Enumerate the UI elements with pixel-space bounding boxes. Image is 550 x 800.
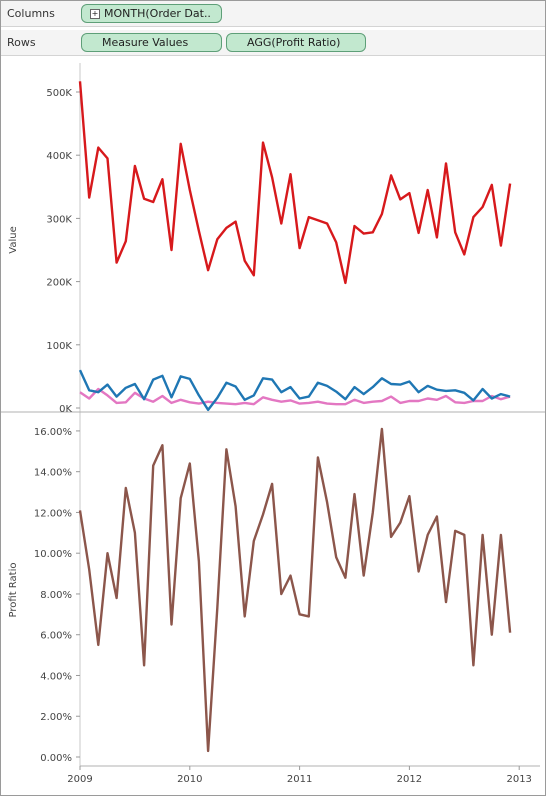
rows-pill-label-measure-values: Measure Values bbox=[102, 36, 189, 49]
x-tick-label: 2012 bbox=[397, 774, 422, 785]
columns-shelf[interactable]: Columns + MONTH(Order Dat.. bbox=[1, 1, 545, 27]
rows-shelf-label: Rows bbox=[7, 36, 36, 49]
y-tick-label: 12.00% bbox=[34, 508, 72, 519]
y-tick-label: 0K bbox=[59, 404, 72, 415]
rows-pill-label-profit-ratio: AGG(Profit Ratio) bbox=[247, 36, 341, 49]
rows-shelf[interactable]: Rows Measure Values AGG(Profit Ratio) bbox=[1, 30, 545, 56]
y-tick-label: 4.00% bbox=[40, 671, 72, 682]
expand-plus-icon[interactable]: + bbox=[90, 9, 100, 19]
series-line-pink bbox=[79, 387, 511, 406]
x-tick-label: 2013 bbox=[506, 774, 531, 785]
y-tick-label: 6.00% bbox=[40, 631, 72, 642]
y-tick-label: 10.00% bbox=[34, 549, 72, 560]
x-tick-label: 2011 bbox=[287, 774, 312, 785]
y-tick-label: 500K bbox=[46, 88, 72, 99]
series-line-red bbox=[78, 81, 512, 285]
x-tick-label: 2009 bbox=[67, 774, 92, 785]
columns-month-pill[interactable]: + MONTH(Order Dat.. bbox=[81, 4, 222, 23]
y-tick-label: 300K bbox=[46, 214, 72, 225]
y-axis-title: Value bbox=[8, 226, 19, 253]
series-line-brown bbox=[78, 427, 512, 753]
rows-profit-ratio-pill[interactable]: AGG(Profit Ratio) bbox=[226, 33, 366, 52]
y-tick-label: 2.00% bbox=[40, 712, 72, 723]
y-tick-label: 100K bbox=[46, 341, 72, 352]
y-tick-label: 0.00% bbox=[40, 753, 72, 764]
columns-shelf-label: Columns bbox=[7, 7, 55, 20]
y-tick-label: 14.00% bbox=[34, 468, 72, 479]
y-tick-label: 200K bbox=[46, 278, 72, 289]
series-line-blue bbox=[78, 369, 511, 412]
y-tick-label: 8.00% bbox=[40, 590, 72, 601]
x-tick-label: 2010 bbox=[177, 774, 202, 785]
y-tick-label: 400K bbox=[46, 151, 72, 162]
y-axis-title: Profit Ratio bbox=[8, 563, 19, 618]
y-tick-label: 16.00% bbox=[34, 427, 72, 438]
columns-pill-label: MONTH(Order Dat.. bbox=[104, 7, 211, 20]
rows-measure-values-pill[interactable]: Measure Values bbox=[81, 33, 222, 52]
